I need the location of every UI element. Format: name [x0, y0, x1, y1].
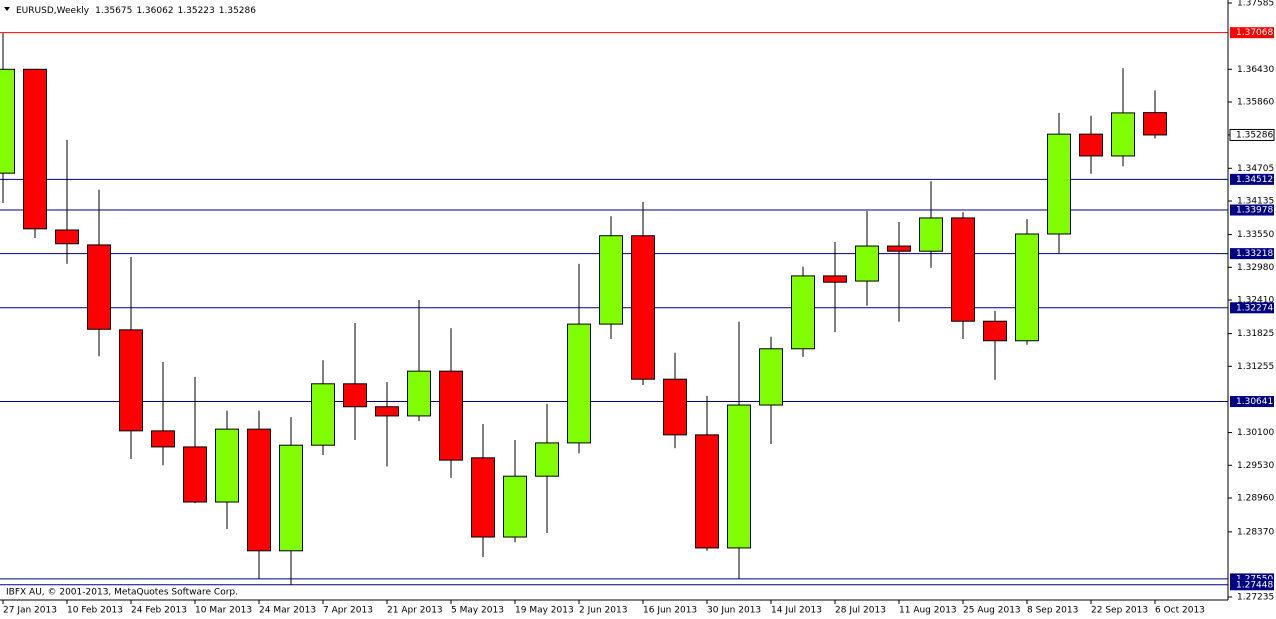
candle-body	[1143, 112, 1167, 136]
x-tick-label: 8 Sep 2013	[1027, 606, 1078, 616]
y-tick-label: 1.33550	[1237, 230, 1274, 240]
x-tick-label: 22 Sep 2013	[1091, 606, 1148, 616]
level-label: 1.32274	[1236, 303, 1273, 313]
level-label: 1.27448	[1236, 580, 1273, 590]
level-label: 1.33218	[1236, 249, 1273, 259]
level-label-box	[1230, 396, 1274, 408]
candle-body	[439, 370, 463, 461]
candle-body	[951, 217, 975, 322]
candle-body	[1111, 112, 1135, 157]
candle-body	[247, 428, 271, 552]
candle-body	[983, 320, 1007, 342]
menu-triangle	[4, 7, 10, 11]
level-label-box	[1230, 248, 1274, 260]
level-label: 1.37068	[1236, 28, 1273, 38]
y-tick-label: 1.31825	[1237, 329, 1274, 339]
x-tick-label: 11 Aug 2013	[899, 606, 957, 616]
candle-body	[279, 444, 303, 552]
candle-body	[855, 245, 879, 282]
x-tick-label: 16 Jun 2013	[643, 606, 697, 616]
candle-body	[215, 428, 239, 503]
x-tick-label: 27 Jan 2013	[3, 606, 57, 616]
x-tick-label: 30 Jun 2013	[707, 606, 761, 616]
x-tick-label: 21 Apr 2013	[387, 606, 443, 616]
candle-body	[791, 275, 815, 350]
candle-body	[151, 430, 175, 448]
candle-body	[87, 244, 111, 330]
chart-header: EURUSD,Weekly 1.35675 1.36062 1.35223 1.3528…	[16, 6, 256, 16]
x-tick-label: 19 May 2013	[515, 606, 574, 616]
candle-body	[503, 475, 527, 538]
candle-body	[1015, 233, 1039, 342]
x-tick-label: 6 Oct 2013	[1155, 606, 1205, 616]
y-tick-label: 1.29530	[1237, 461, 1274, 471]
x-tick-label: 10 Mar 2013	[195, 606, 252, 616]
y-tick-label: 1.35860	[1237, 98, 1274, 108]
y-tick-label: 1.32410	[1237, 296, 1274, 306]
candle-body	[471, 457, 495, 538]
candle-body	[119, 329, 143, 432]
y-tick-label: 1.34705	[1237, 164, 1274, 174]
candle-body	[535, 442, 559, 477]
x-tick-label: 24 Mar 2013	[259, 606, 316, 616]
x-tick-label: 2 Jun 2013	[579, 606, 627, 616]
candle-body	[375, 406, 399, 417]
level-label: 1.34512	[1236, 175, 1273, 185]
y-tick-label: 1.31255	[1237, 362, 1274, 372]
y-tick-label: 1.28370	[1237, 527, 1274, 537]
header-value: 1.35675	[95, 6, 132, 16]
credits: IBFX AU, © 2001-2013, MetaQuotes Softwar…	[6, 588, 238, 598]
candle-body	[183, 446, 207, 503]
candle-body	[599, 235, 623, 325]
candle-body	[1047, 133, 1071, 235]
x-tick-label: 14 Jul 2013	[771, 606, 822, 616]
candle-body	[567, 323, 591, 444]
level-label-box	[1230, 579, 1274, 591]
y-tick-label: 1.32980	[1237, 263, 1274, 273]
header-value: 1.35223	[178, 6, 215, 16]
candle-body	[0, 68, 15, 174]
level-label-box	[1230, 173, 1274, 185]
candle-body	[695, 434, 719, 549]
x-tick-label: 24 Feb 2013	[131, 606, 187, 616]
y-tick-label: 1.36430	[1237, 65, 1274, 75]
y-tick-label: 1.34135	[1237, 197, 1274, 207]
candle-body	[887, 245, 911, 252]
candle-body	[663, 378, 687, 436]
level-label-box	[1230, 302, 1274, 314]
x-tick-label: 10 Feb 2013	[67, 606, 123, 616]
y-tick-label: 1.37585	[1237, 0, 1274, 9]
candle-body	[823, 275, 847, 283]
current-price-label: 1.35286	[1236, 130, 1273, 140]
candle-body	[343, 383, 367, 408]
candle-body	[919, 217, 943, 252]
candle-body	[407, 370, 431, 417]
plot-area	[0, 32, 1228, 586]
x-tick-label: 5 May 2013	[451, 606, 504, 616]
y-tick-label: 1.28960	[1237, 494, 1274, 504]
level-label: 1.30641	[1236, 397, 1273, 407]
candle-body	[311, 383, 335, 446]
header-value: 1.35286	[219, 6, 256, 16]
candle-body	[1079, 133, 1103, 157]
candle-body	[55, 229, 79, 245]
level-label-box	[1230, 27, 1274, 39]
header-value: 1.36062	[136, 6, 173, 16]
x-tick-label: 28 Jul 2013	[835, 606, 886, 616]
x-tick-label: 7 Apr 2013	[323, 606, 373, 616]
candle-body	[631, 235, 655, 380]
y-tick-label: 1.27235	[1237, 593, 1274, 603]
level-label-box	[1230, 573, 1274, 585]
chart-title: EURUSD,Weekly	[16, 6, 90, 16]
level-label-box	[1230, 204, 1274, 216]
candle-body	[23, 68, 47, 230]
candle-body	[727, 404, 751, 549]
candle-body	[759, 348, 783, 406]
x-tick-label: 25 Aug 2013	[963, 606, 1021, 616]
level-label: 1.33978	[1236, 206, 1273, 216]
current-price-box	[1229, 128, 1275, 141]
y-tick-label: 1.30100	[1237, 428, 1274, 438]
